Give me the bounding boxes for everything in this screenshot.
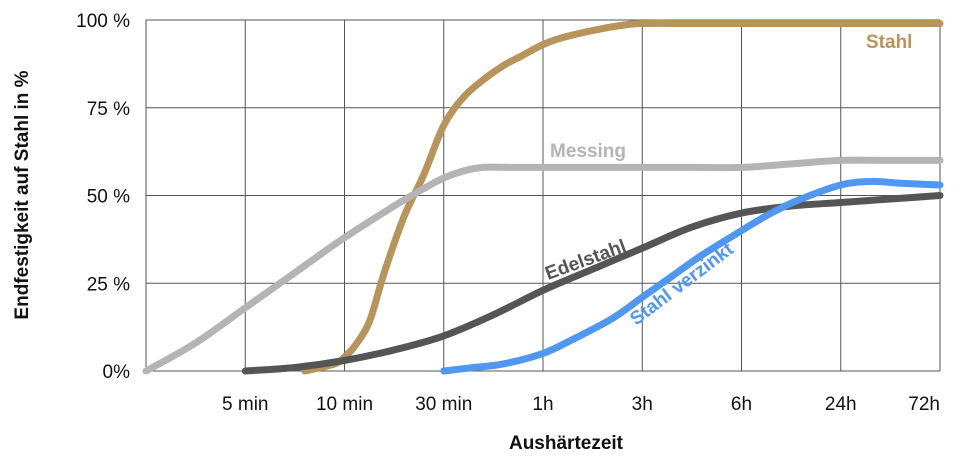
- x-tick-label: 5 min: [222, 394, 268, 415]
- x-tick-label: 24h: [825, 394, 857, 415]
- y-axis-ticks: 0% 25 % 50 % 75 % 100 %: [76, 11, 130, 383]
- x-tick-label: 30 min: [415, 394, 472, 415]
- x-tick-label: 1h: [532, 394, 553, 415]
- series-label-stahl: Stahl: [866, 32, 912, 53]
- y-tick-label: 75 %: [87, 99, 130, 120]
- series-label-edelstahl: Edelstahl: [543, 236, 630, 285]
- series-line-edelstahl: [241, 192, 944, 375]
- series-label-stahl-verzinkt: Stahl verzinkt: [626, 238, 738, 330]
- series-line-stahl-verzinkt: [440, 177, 944, 375]
- series-line-messing: [142, 156, 944, 375]
- series-label-messing: Messing: [550, 141, 626, 162]
- y-tick-label: 0%: [103, 362, 131, 383]
- y-tick-label: 100 %: [76, 11, 130, 32]
- y-tick-label: 25 %: [87, 274, 130, 295]
- x-axis-ticks: 5 min 10 min 30 min 1h 3h 6h 24h 72h: [222, 394, 940, 415]
- x-tick-label: 6h: [731, 394, 752, 415]
- y-tick-label: 50 %: [87, 187, 130, 208]
- x-tick-label: 3h: [632, 394, 653, 415]
- x-tick-label: 72h: [908, 394, 940, 415]
- x-axis-title: Aushärtezeit: [509, 433, 624, 454]
- series-line-stahl: [301, 19, 944, 375]
- x-tick-label: 10 min: [316, 394, 373, 415]
- series-lines: [142, 19, 944, 375]
- grid: [145, 19, 941, 372]
- y-axis-title: Endfestigkeit auf Stahl in %: [12, 70, 33, 319]
